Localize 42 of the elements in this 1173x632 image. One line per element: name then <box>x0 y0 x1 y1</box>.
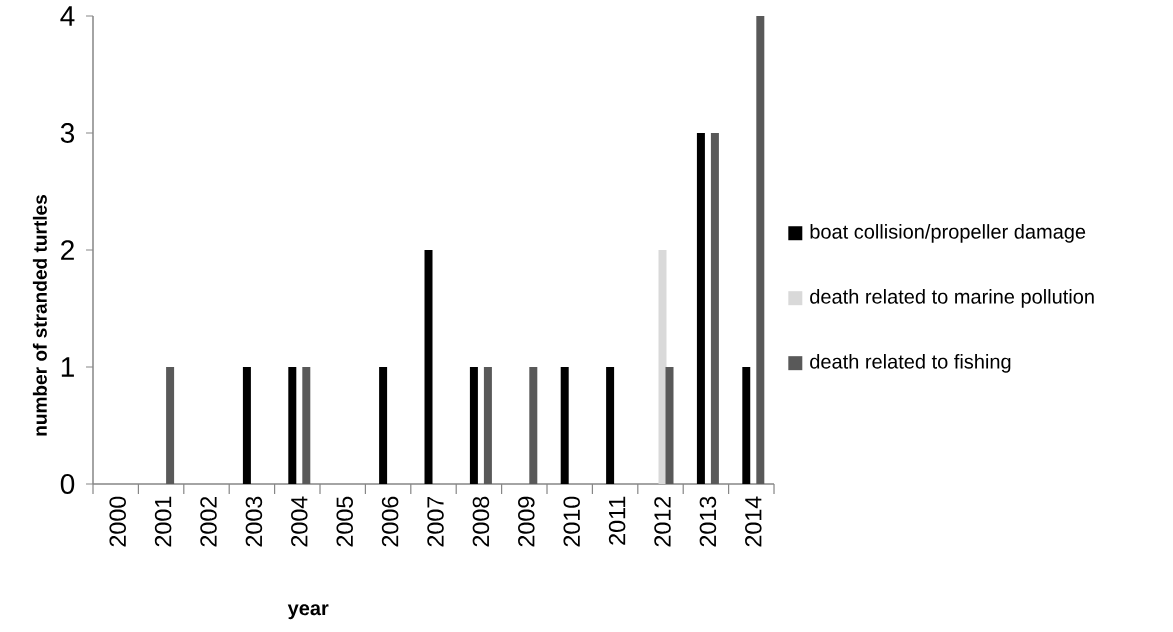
bar <box>529 367 538 484</box>
x-tick-label: 2012 <box>654 496 671 547</box>
bar <box>302 367 311 484</box>
x-tick-label: 2010 <box>563 496 580 547</box>
y-tick-label: 4 <box>60 6 75 26</box>
bar <box>483 367 492 484</box>
y-tick-label: 3 <box>60 123 75 143</box>
bar <box>665 367 674 484</box>
legend-label: death related to marine pollution <box>810 289 1094 308</box>
y-tick-label: 0 <box>60 474 75 494</box>
bar <box>742 367 751 484</box>
x-axis-title: year <box>287 604 329 620</box>
bar <box>469 367 478 484</box>
legend-label: boat collision/propeller damage <box>810 224 1086 243</box>
bar <box>560 367 569 484</box>
x-tick-label: 2007 <box>427 496 444 547</box>
x-tick-label: 2002 <box>200 496 217 547</box>
bar <box>288 367 297 484</box>
bar <box>166 367 175 484</box>
y-axis-title: number of stranded turtles <box>32 195 47 436</box>
bar <box>606 367 615 484</box>
x-tick-label: 2009 <box>518 496 535 547</box>
x-tick-label: 2001 <box>154 496 172 547</box>
bar <box>756 16 765 484</box>
x-tick-label: 2013 <box>699 496 717 547</box>
y-tick-label: 2 <box>61 240 74 260</box>
x-tick-label: 2014 <box>745 496 762 547</box>
bar <box>379 367 388 484</box>
x-tick-label: 2003 <box>245 496 263 547</box>
x-tick-label: 2011 <box>608 496 626 545</box>
x-tick-label: 2005 <box>336 496 353 547</box>
bar <box>658 250 667 484</box>
x-tick-label: 2000 <box>109 496 126 547</box>
x-tick-label: 2006 <box>381 496 399 547</box>
bar <box>424 250 433 484</box>
bar <box>710 133 719 484</box>
y-tick-label: 1 <box>61 357 74 377</box>
legend-label: death related to fishing <box>810 354 1011 373</box>
bar <box>696 133 705 484</box>
x-tick-label: 2004 <box>291 496 308 547</box>
bar <box>242 367 251 484</box>
x-tick-label: 2008 <box>472 496 490 547</box>
